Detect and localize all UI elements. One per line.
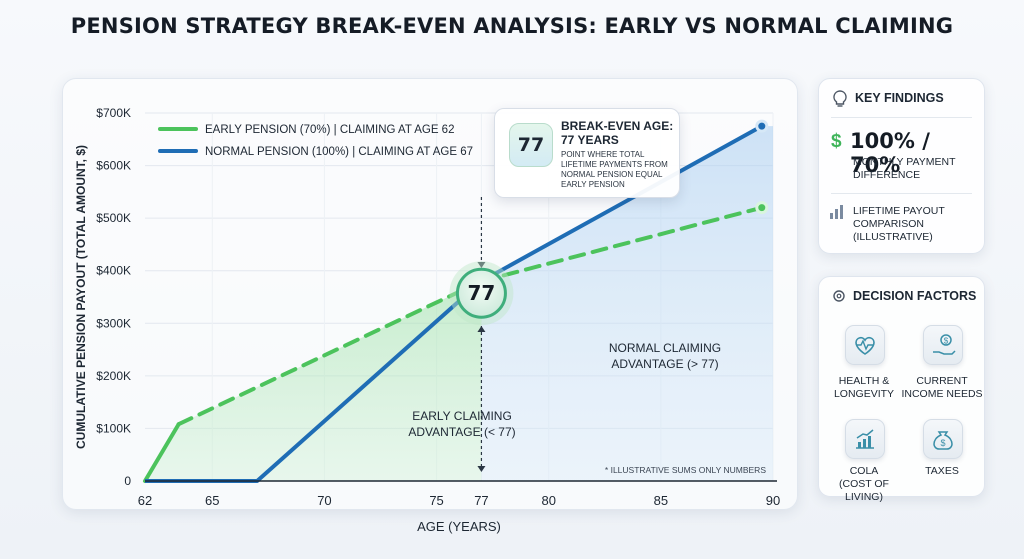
early-pension-endpoint	[755, 201, 769, 215]
factor-cola-label: COLA (COST OF LIVING)	[839, 465, 889, 503]
arrow-up-icon	[477, 326, 486, 332]
arrow-down-icon	[477, 262, 486, 268]
factor-health-label: HEALTH & LONGEVITY	[833, 375, 895, 400]
decision-factors-card: DECISION FACTORS $ HEALTH & LONGEVITY CUR…	[818, 276, 985, 503]
y-tick-label: $200K	[96, 369, 131, 383]
early-advantage-area	[145, 281, 482, 481]
callout-title: BREAK-EVEN AGE:	[561, 119, 674, 133]
legend-label: EARLY PENSION (70%) | CLAIMING AT AGE 62	[205, 124, 454, 136]
hand-coin-icon: $	[923, 325, 963, 365]
key-findings-title: KEY FINDINGS	[855, 91, 944, 105]
heart-pulse-icon	[845, 325, 885, 365]
gear-icon	[833, 290, 845, 302]
axis-layer: 0 $100K $200K $300K $400K $500K $600K $700K 62 65…	[74, 106, 780, 534]
normal-advantage-label: NORMAL CLAIMING	[609, 341, 721, 355]
x-tick-label: 85	[654, 493, 668, 508]
factor-taxes-label: TAXES	[925, 465, 959, 477]
callout-subtitle: 77 YEARS	[561, 133, 619, 147]
callout-description: POINT WHERE TOTAL LIFETIME PAYMENTS FROM…	[561, 150, 668, 189]
break-even-callout: 77 BREAK-EVEN AGE: 77 YEARS POINT WHERE …	[494, 108, 680, 198]
money-bag-icon: $	[923, 419, 963, 459]
normal-advantage-area	[481, 126, 773, 482]
bar-chart-icon	[830, 205, 843, 219]
dollar-icon: $	[831, 131, 842, 152]
key-findings-card: KEY FINDINGS $ 100% / 70% MONTHLY PAYMEN…	[818, 78, 985, 254]
annotation-layer: EARLY PENSION (70%) | CLAIMING AT AGE 62…	[158, 124, 766, 475]
y-tick-label: $700K	[96, 106, 131, 120]
svg-text:$: $	[940, 438, 945, 448]
legend-label: NORMAL PENSION (100%) | CLAIMING AT AGE …	[205, 146, 473, 158]
early-pension-line-dashed-after	[479, 205, 764, 284]
payment-ratio-value: 100% / 70%	[850, 129, 930, 177]
break-even-label: 77	[468, 281, 496, 305]
y-tick-label: $400K	[96, 264, 131, 278]
lifetime-payout-label: LIFETIME PAYOUT COMPARISON (ILLUSTRATIVE…	[853, 205, 945, 243]
y-tick-label: $500K	[96, 211, 131, 225]
early-pension-line-dashed	[176, 279, 484, 427]
normal-advantage-label: ADVANTAGE (> 77)	[611, 357, 718, 371]
x-tick-label: 80	[541, 493, 555, 508]
divider	[831, 193, 972, 194]
footnote: * ILLUSTRATIVE SUMS ONLY NUMBERS	[605, 465, 766, 475]
divider	[831, 117, 972, 118]
break-even-marker	[455, 267, 507, 319]
y-tick-label: $300K	[96, 316, 131, 330]
y-axis-title: CUMULATIVE PENSION PAYOUT (TOTAL AMOUNT,…	[74, 145, 88, 449]
y-tick-label: $100K	[96, 421, 131, 435]
x-tick-label: 70	[317, 493, 331, 508]
page-title: PENSION STRATEGY BREAK-EVEN ANALYSIS: EA…	[70, 14, 954, 38]
payment-ratio-label: MONTHLY PAYMENT DIFFERENCE	[853, 156, 956, 181]
early-advantage-label: ADVANTAGE (< 77)	[408, 425, 515, 439]
factor-income-label: CURRENT INCOME NEEDS	[901, 375, 983, 400]
area-layer	[145, 126, 773, 482]
arrow-down-icon	[477, 466, 486, 472]
y-tick-label: 0	[124, 474, 131, 488]
x-tick-label: 90	[766, 493, 780, 508]
growth-chart-icon	[845, 419, 885, 459]
x-axis-title: AGE (YEARS)	[417, 519, 501, 534]
x-tick-label: 62	[138, 493, 152, 508]
break-even-badge: 77	[509, 123, 553, 167]
x-tick-label: 65	[205, 493, 219, 508]
lightbulb-icon	[833, 90, 847, 107]
early-pension-line-solid	[143, 422, 181, 483]
early-advantage-label: EARLY CLAIMING	[412, 409, 512, 423]
decision-factors-title: DECISION FACTORS	[853, 289, 977, 303]
svg-text:$: $	[944, 337, 949, 346]
normal-pension-endpoint	[755, 119, 769, 133]
x-tick-label: 77	[474, 493, 488, 508]
x-tick-label: 75	[429, 493, 443, 508]
y-tick-label: $600K	[96, 159, 131, 173]
